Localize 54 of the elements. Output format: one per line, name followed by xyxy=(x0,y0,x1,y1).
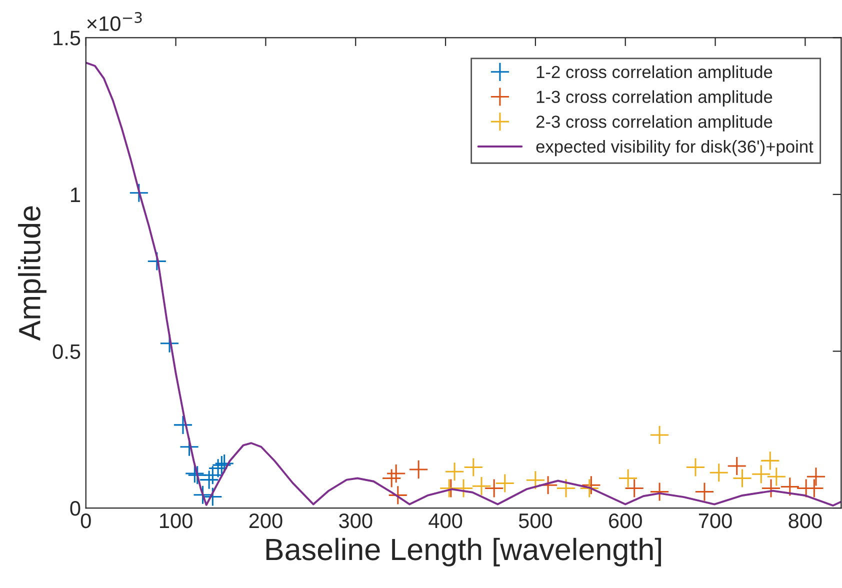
point xyxy=(129,183,149,203)
legend-label: 1-2 cross correlation amplitude xyxy=(536,65,772,82)
x-tick-label: 500 xyxy=(518,513,552,528)
x-axis-title: Baseline Length [wavelength] xyxy=(266,538,661,566)
point xyxy=(580,478,600,498)
y-tick-label: 1.5 xyxy=(54,30,80,46)
point xyxy=(751,464,771,484)
point xyxy=(650,425,670,445)
point xyxy=(464,457,484,478)
point xyxy=(624,478,644,498)
x-tick-label: 400 xyxy=(428,513,462,528)
point xyxy=(173,415,193,435)
point xyxy=(709,462,729,482)
point xyxy=(761,478,781,498)
point xyxy=(484,478,504,498)
point xyxy=(386,464,406,484)
point xyxy=(686,457,706,478)
point xyxy=(147,251,167,272)
x-tick-label: 200 xyxy=(249,513,282,528)
legend-label: 1-3 cross correlation amplitude xyxy=(536,90,772,106)
point xyxy=(444,462,464,482)
point xyxy=(618,468,638,488)
point xyxy=(650,482,670,502)
point xyxy=(472,476,492,496)
y-tick-label: 1 xyxy=(71,188,80,202)
point xyxy=(760,450,780,470)
point xyxy=(732,468,752,488)
x-tick-label: 300 xyxy=(339,513,372,528)
point xyxy=(694,482,714,502)
point xyxy=(538,475,558,495)
y-tick-label: 0.5 xyxy=(52,344,80,359)
x-tick-label: 100 xyxy=(160,513,192,528)
point xyxy=(495,473,515,494)
legend-label: 2-3 cross correlation amplitude xyxy=(536,115,772,132)
y-axis-title: Amplitude xyxy=(18,206,47,341)
legend-label: expected visibility for disk(36')+point xyxy=(536,140,814,156)
point xyxy=(526,470,546,490)
point xyxy=(408,460,428,480)
point xyxy=(727,456,747,476)
point xyxy=(780,476,800,496)
point xyxy=(202,486,222,507)
point xyxy=(766,466,786,486)
text: ×10$^{−3}$ xyxy=(87,12,142,32)
point xyxy=(192,485,213,505)
point xyxy=(388,485,408,505)
y-tick-label: 0 xyxy=(70,501,80,516)
point xyxy=(382,468,402,488)
x-tick-label: 800 xyxy=(788,513,822,528)
point xyxy=(581,475,601,495)
x-tick-label: 0 xyxy=(80,513,91,528)
x-tick-label: 700 xyxy=(698,513,732,528)
x-tick-label: 600 xyxy=(609,513,642,528)
point xyxy=(556,478,576,498)
line-series xyxy=(86,62,842,506)
